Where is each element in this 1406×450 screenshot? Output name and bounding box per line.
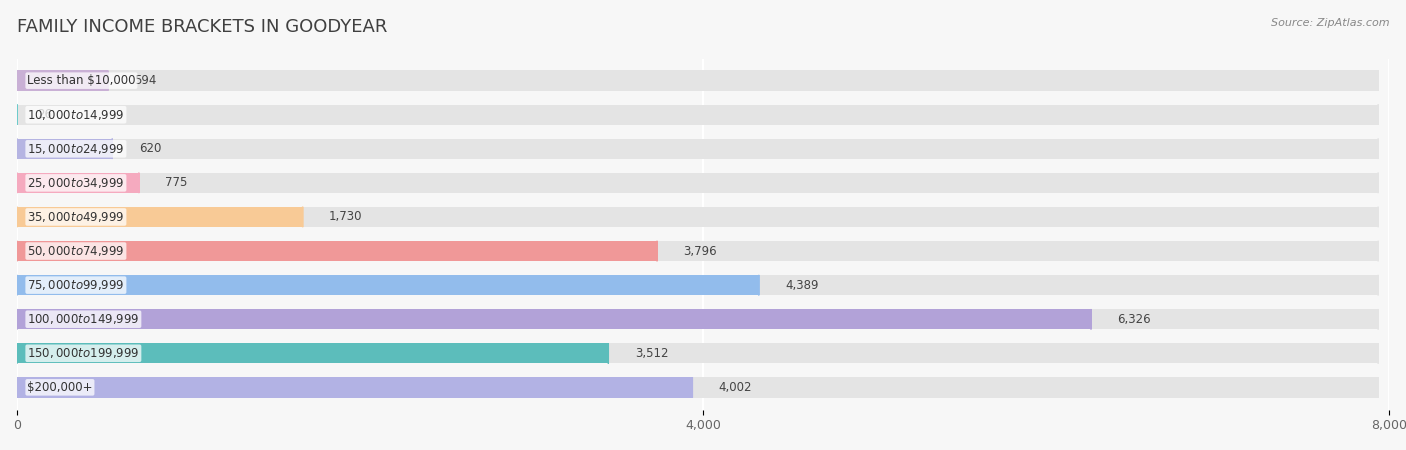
- Text: $100,000 to $149,999: $100,000 to $149,999: [27, 312, 139, 326]
- Bar: [17, 241, 1378, 261]
- Bar: [17, 309, 1378, 329]
- Text: Less than $10,000: Less than $10,000: [27, 74, 135, 87]
- Bar: [17, 139, 112, 159]
- Text: $150,000 to $199,999: $150,000 to $199,999: [27, 346, 139, 360]
- Text: $25,000 to $34,999: $25,000 to $34,999: [27, 176, 125, 190]
- Text: $75,000 to $99,999: $75,000 to $99,999: [27, 278, 125, 292]
- Text: $200,000+: $200,000+: [27, 381, 93, 394]
- Text: FAMILY INCOME BRACKETS IN GOODYEAR: FAMILY INCOME BRACKETS IN GOODYEAR: [17, 18, 387, 36]
- Text: 26: 26: [37, 108, 52, 121]
- Text: 4,389: 4,389: [785, 279, 818, 292]
- Bar: [17, 343, 609, 364]
- Bar: [17, 71, 108, 91]
- Bar: [17, 241, 657, 261]
- Bar: [17, 275, 1378, 295]
- Text: 775: 775: [166, 176, 187, 189]
- Bar: [17, 377, 1378, 397]
- Text: $35,000 to $49,999: $35,000 to $49,999: [27, 210, 125, 224]
- Bar: [17, 173, 1378, 193]
- Bar: [17, 173, 139, 193]
- Text: 4,002: 4,002: [718, 381, 752, 394]
- Text: 594: 594: [134, 74, 156, 87]
- Text: $50,000 to $74,999: $50,000 to $74,999: [27, 244, 125, 258]
- Text: 1,730: 1,730: [329, 211, 363, 224]
- Bar: [17, 207, 1378, 227]
- Text: $15,000 to $24,999: $15,000 to $24,999: [27, 142, 125, 156]
- Bar: [17, 275, 759, 295]
- Text: Source: ZipAtlas.com: Source: ZipAtlas.com: [1271, 18, 1389, 28]
- Text: $10,000 to $14,999: $10,000 to $14,999: [27, 108, 125, 122]
- Bar: [17, 71, 1378, 91]
- Bar: [17, 343, 1378, 364]
- Text: 6,326: 6,326: [1118, 313, 1152, 326]
- Bar: [17, 104, 1378, 125]
- Bar: [17, 377, 692, 397]
- Text: 3,512: 3,512: [634, 347, 668, 360]
- Bar: [17, 139, 1378, 159]
- Text: 3,796: 3,796: [683, 244, 717, 257]
- Bar: [17, 207, 302, 227]
- Text: 620: 620: [139, 142, 162, 155]
- Bar: [17, 309, 1091, 329]
